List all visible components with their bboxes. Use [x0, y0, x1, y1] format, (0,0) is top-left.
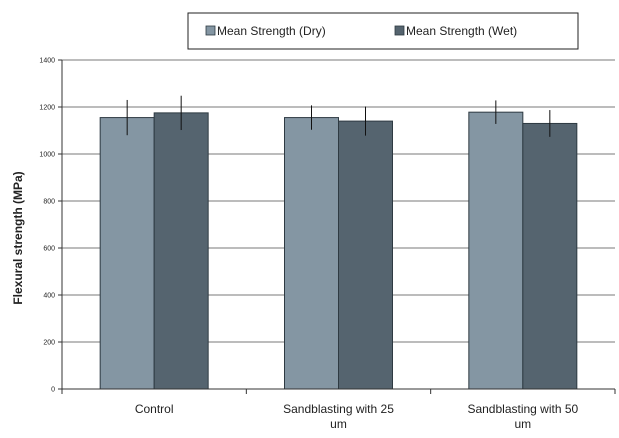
legend-swatch-dry [205, 25, 216, 36]
bar-dry [284, 117, 339, 390]
y-tick-label: 800 [43, 199, 55, 206]
error-bars [126, 95, 551, 137]
bar-wet [522, 122, 578, 390]
legend-swatch-wet [394, 25, 405, 36]
y-tick-label: 1400 [39, 58, 55, 65]
bar-dry [468, 111, 524, 390]
y-tick-label: 600 [43, 246, 55, 253]
x-category-label: Control [135, 402, 174, 416]
y-tick-label: 0 [51, 387, 55, 394]
y-tick-label: 1000 [39, 152, 55, 159]
y-tick-label: 400 [43, 293, 55, 300]
bar-dry [99, 117, 155, 390]
y-axis-ticks: 0 200 400 600 800 1000 1200 1400 [39, 58, 62, 394]
y-tick-label: 1200 [39, 105, 55, 112]
x-category-label: Sandblasting with 25 um [283, 402, 394, 431]
legend: Mean Strength (Dry) Mean Strength (Wet) [187, 12, 579, 50]
bars [99, 111, 578, 390]
y-tick-label: 200 [43, 340, 55, 347]
y-axis-label: Flexural strength (MPa) [11, 171, 25, 304]
bar-wet [338, 120, 393, 390]
x-category-label: Sandblasting with 50 um [467, 402, 578, 431]
legend-frame [187, 12, 579, 50]
legend-label-dry: Mean Strength (Dry) [217, 24, 326, 38]
x-axis-categories: Control Sandblasting with 25 um Sandblastin… [61, 389, 616, 431]
bar-wet [153, 112, 209, 390]
legend-label-wet: Mean Strength (Wet) [406, 24, 517, 38]
